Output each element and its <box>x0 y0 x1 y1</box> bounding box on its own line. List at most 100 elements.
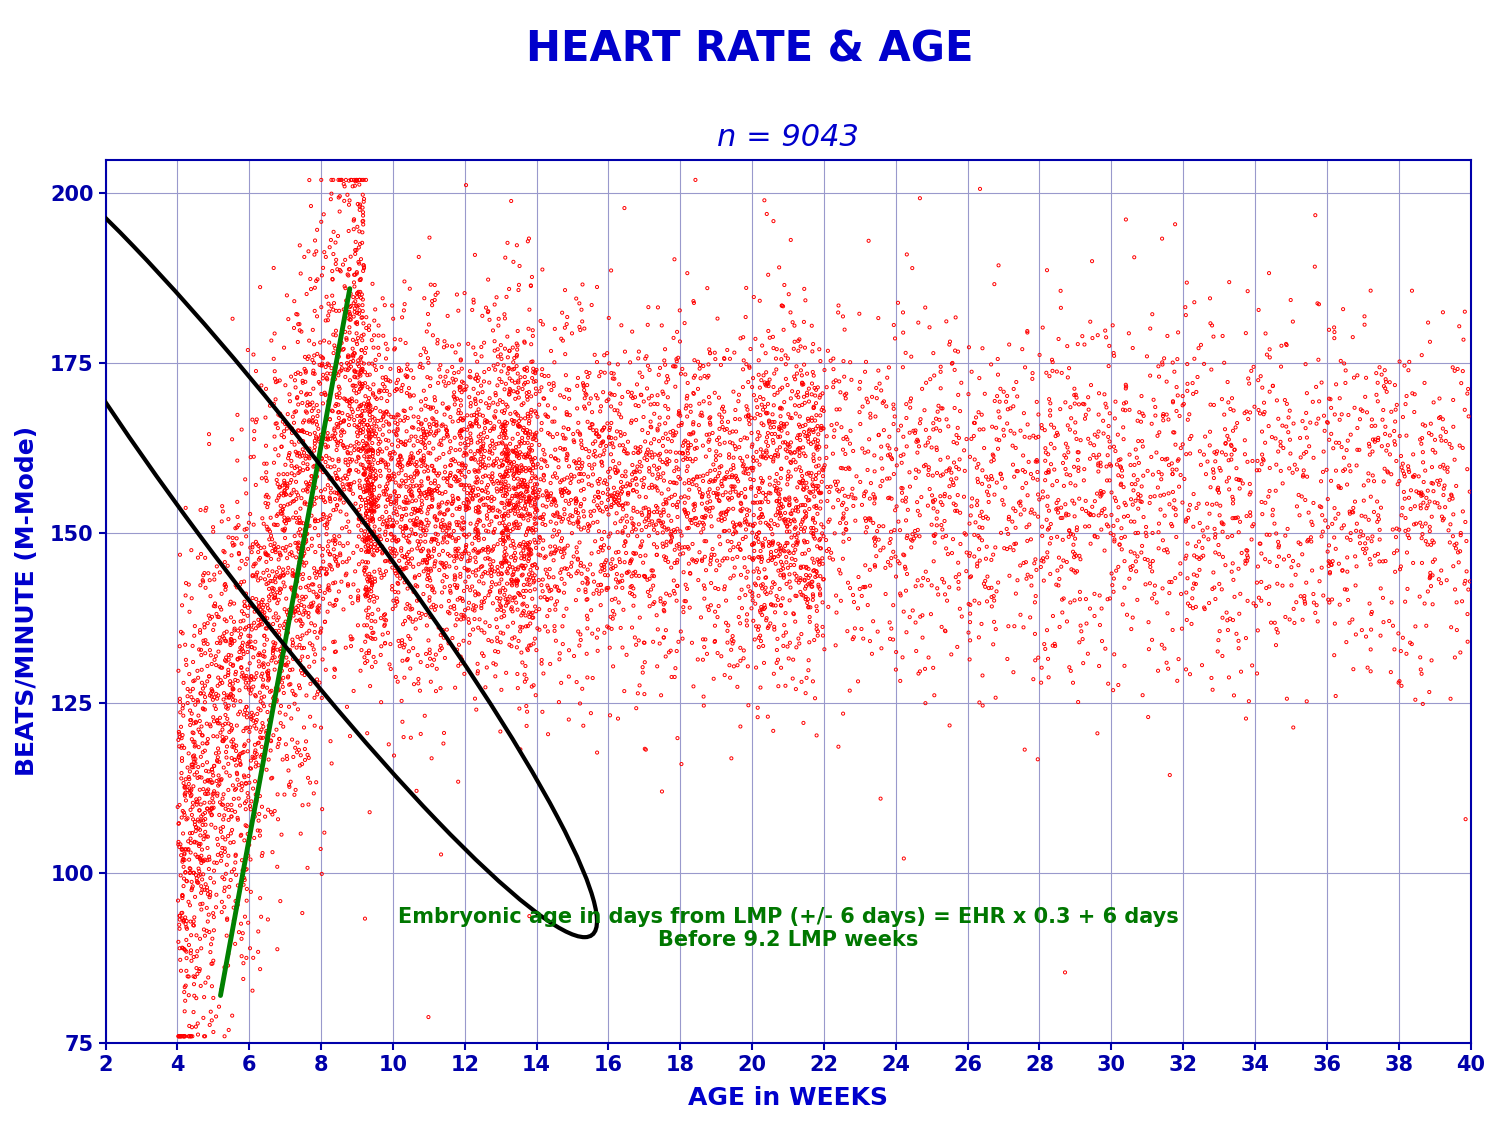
Point <box>211 691 236 709</box>
Point <box>639 417 663 435</box>
Point <box>500 548 523 566</box>
Point <box>249 729 273 747</box>
Point <box>280 637 304 655</box>
Point <box>801 446 825 463</box>
Point <box>728 449 752 467</box>
Point <box>186 874 210 892</box>
Point <box>1335 549 1359 567</box>
Point <box>267 622 291 640</box>
Point <box>1074 492 1098 510</box>
Point <box>1005 387 1029 405</box>
Point <box>600 429 624 447</box>
Point <box>327 452 351 470</box>
Point <box>288 315 312 333</box>
Point <box>928 422 952 440</box>
Point <box>448 611 472 629</box>
Point <box>538 546 562 564</box>
Point <box>800 408 824 426</box>
Point <box>638 569 662 587</box>
Point <box>867 426 891 444</box>
Point <box>782 605 806 623</box>
Point <box>512 476 536 494</box>
Point <box>1118 569 1142 587</box>
Point <box>706 597 730 615</box>
Point <box>804 568 828 586</box>
Point <box>374 453 398 471</box>
Point <box>228 752 252 770</box>
Point <box>604 565 628 583</box>
Point <box>1233 404 1257 422</box>
Point <box>1143 577 1167 595</box>
Point <box>564 539 588 557</box>
Point <box>244 413 268 431</box>
Point <box>345 218 369 236</box>
Point <box>496 280 520 298</box>
Point <box>248 596 272 614</box>
Point <box>314 358 338 376</box>
Point <box>560 324 584 342</box>
Point <box>238 719 262 737</box>
Point <box>853 523 877 541</box>
Point <box>987 403 1011 421</box>
Point <box>417 592 441 610</box>
Point <box>916 458 940 476</box>
Point <box>267 735 291 753</box>
Point <box>296 397 320 415</box>
Point <box>796 662 820 680</box>
Point <box>765 479 789 497</box>
Point <box>764 425 788 443</box>
Point <box>1428 408 1452 426</box>
Point <box>858 408 882 426</box>
Point <box>396 543 420 561</box>
Point <box>946 554 970 572</box>
Point <box>766 547 790 565</box>
Point <box>382 484 406 502</box>
Point <box>450 461 474 479</box>
Point <box>264 567 288 585</box>
Point <box>754 433 778 451</box>
Point <box>765 503 789 521</box>
Point <box>290 587 314 605</box>
Point <box>1428 428 1452 446</box>
Point <box>664 496 688 514</box>
Point <box>230 827 254 845</box>
Point <box>364 490 388 508</box>
Point <box>600 610 624 628</box>
Point <box>778 504 802 522</box>
Point <box>525 641 549 659</box>
Point <box>219 825 243 843</box>
Point <box>516 575 540 593</box>
Point <box>650 783 674 801</box>
Point <box>500 371 523 389</box>
Point <box>810 417 834 435</box>
Point <box>237 514 261 532</box>
Point <box>224 866 248 884</box>
Point <box>267 730 291 748</box>
Point <box>1432 477 1456 495</box>
Point <box>360 484 384 502</box>
Point <box>850 397 874 415</box>
Point <box>340 340 364 358</box>
Point <box>520 456 544 474</box>
Point <box>556 667 580 685</box>
Point <box>1185 368 1209 386</box>
Point <box>646 459 670 477</box>
Point <box>460 417 484 435</box>
Point <box>273 376 297 394</box>
Point <box>536 622 560 640</box>
Point <box>501 442 525 460</box>
Point <box>440 451 464 469</box>
Point <box>460 601 484 619</box>
Point <box>183 732 207 750</box>
Point <box>270 637 294 655</box>
Point <box>213 632 237 650</box>
Point <box>182 691 206 709</box>
Point <box>296 483 320 501</box>
Point <box>207 753 231 771</box>
Point <box>1347 528 1371 546</box>
Point <box>576 620 600 638</box>
Point <box>1029 558 1053 576</box>
Point <box>270 826 294 844</box>
Point <box>364 498 388 516</box>
Point <box>357 406 381 424</box>
